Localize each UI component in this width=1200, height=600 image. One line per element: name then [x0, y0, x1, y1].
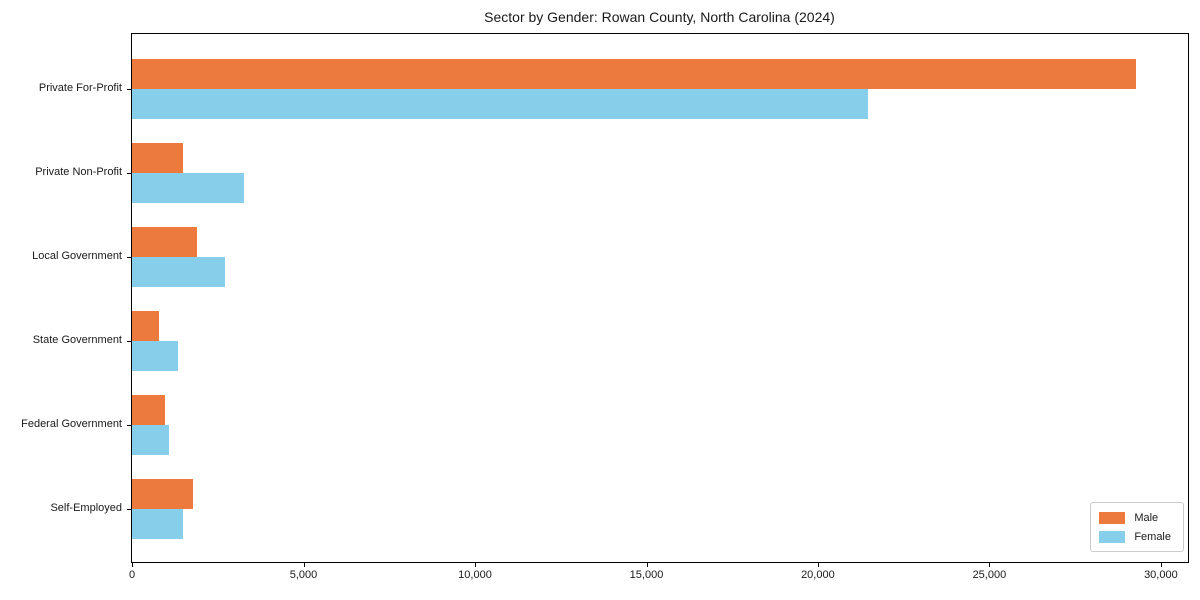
x-tick-mark-30000: [1160, 563, 1162, 567]
bar-female-local-government: [132, 257, 225, 287]
chart-title: Sector by Gender: Rowan County, North Ca…: [484, 9, 835, 25]
y-tick-mark-federal-government: [127, 425, 131, 426]
x-tick-label-20000: 20,000: [801, 569, 835, 581]
y-tick-label-federal-government: Federal Government: [21, 418, 122, 430]
bar-female-state-government: [132, 341, 179, 371]
x-tick-mark-10000: [475, 563, 476, 567]
legend-swatch-female: [1099, 530, 1126, 543]
bar-male-federal-government: [132, 395, 165, 425]
y-tick-mark-private-for-profit: [127, 89, 131, 90]
x-tick-mark-20000: [817, 563, 819, 567]
legend: Male Female: [1090, 502, 1184, 552]
bar-male-state-government: [132, 311, 160, 341]
x-tick-label-0: 0: [128, 569, 136, 581]
y-tick-label-state-government: State Government: [32, 334, 122, 346]
bar-female-private-non-profit: [132, 173, 244, 203]
x-tick-mark-15000: [646, 563, 648, 567]
bar-male-self-employed: [132, 479, 193, 509]
y-tick-label-local-government: Local Government: [32, 250, 122, 262]
y-tick-mark-state-government: [127, 341, 131, 342]
bar-female-federal-government: [132, 425, 169, 455]
legend-swatch-male: [1099, 511, 1126, 524]
legend-entry-male: Male: [1099, 508, 1171, 527]
bar-female-private-for-profit: [132, 89, 868, 119]
bar-female-self-employed: [132, 509, 183, 539]
x-tick-mark-25000: [989, 563, 991, 567]
legend-entry-female: Female: [1099, 527, 1171, 546]
x-tick-label-15000: 15,000: [629, 569, 664, 581]
y-tick-mark-private-non-profit: [127, 173, 131, 174]
y-tick-label-private-for-profit: Private For-Profit: [38, 82, 122, 94]
legend-label-male: Male: [1134, 511, 1159, 524]
bar-male-private-non-profit: [132, 143, 184, 173]
x-tick-label-10000: 10,000: [458, 569, 492, 581]
y-tick-mark-local-government: [127, 257, 131, 258]
plot-area: [131, 33, 1189, 563]
x-tick-label-25000: 25,000: [972, 569, 1007, 581]
x-tick-label-30000: 30,000: [1144, 569, 1178, 581]
x-tick-label-5000: 5,000: [289, 569, 318, 581]
x-tick-mark-5000: [303, 563, 305, 567]
y-tick-label-self-employed: Self-Employed: [50, 502, 122, 514]
bar-male-local-government: [132, 227, 198, 257]
x-tick-mark-0: [132, 563, 133, 567]
bar-male-private-for-profit: [132, 59, 1136, 89]
legend-label-female: Female: [1134, 530, 1171, 543]
y-tick-label-private-non-profit: Private Non-Profit: [35, 166, 122, 178]
y-tick-mark-self-employed: [127, 509, 131, 510]
